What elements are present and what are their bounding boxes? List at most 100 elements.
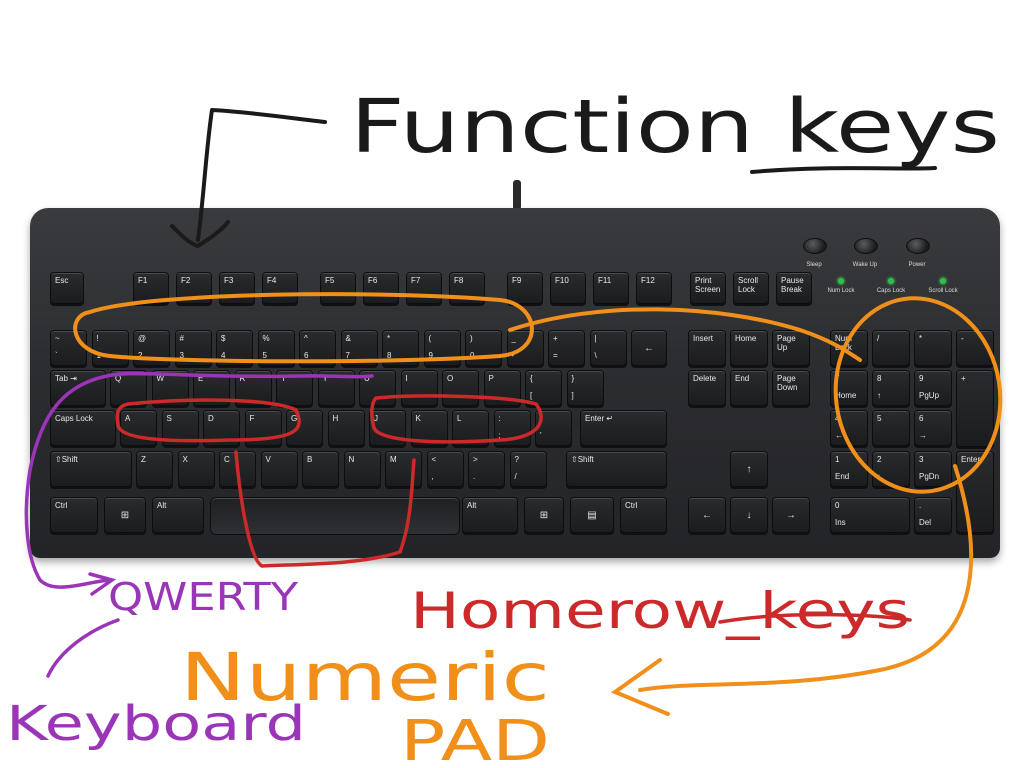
key-pageup-label: Page Up	[777, 334, 796, 352]
key-lalt: Alt	[152, 497, 204, 533]
key-num3-sublabel: PgDn	[919, 472, 940, 481]
status-led-2	[940, 278, 946, 284]
key-decimal-label: .	[919, 501, 922, 510]
key-num2-label: 2	[877, 455, 882, 464]
key-l-label: L	[457, 414, 462, 423]
annotation-function-keys: Function keys	[350, 84, 1000, 170]
key-o: O	[442, 370, 479, 406]
key-f11: F11	[593, 272, 629, 304]
key-subtract: -	[956, 330, 994, 366]
key-c: C	[219, 451, 256, 487]
key-insert: Insert	[688, 330, 726, 366]
key-num7: 7 Home	[830, 370, 868, 406]
key-rshift-label: ⇧Shift	[571, 455, 594, 464]
key-tilde-sublabel: `	[55, 351, 58, 360]
key-rbracket-label: }	[571, 374, 575, 383]
key-equals-sublabel: =	[553, 351, 558, 360]
power-button-label: Power	[908, 262, 926, 268]
key-f9-label: F9	[512, 276, 522, 285]
status-led-label: Num Lock	[827, 288, 855, 294]
key-pause: Pause Break	[776, 272, 812, 304]
key-4: $4	[216, 330, 253, 366]
key-f12-label: F12	[641, 276, 655, 285]
power-button-label: Wake Up	[852, 262, 878, 268]
annotation-pad: PAD	[400, 709, 550, 768]
key-5-label: %	[262, 334, 270, 343]
key-num5: 5	[872, 410, 910, 446]
key-7-label: &	[345, 334, 351, 343]
key-p: P	[483, 370, 521, 406]
key-f7: F7	[406, 272, 442, 304]
key-up-label: ↑	[746, 463, 752, 475]
key-num2-sublabel: ↓	[877, 472, 881, 481]
key-a-label: A	[125, 414, 131, 423]
annotation-qwerty: QWERTY	[108, 575, 299, 619]
key-i-label: I	[405, 374, 408, 383]
key-o-label: O	[447, 374, 454, 383]
key-add: +	[956, 370, 994, 447]
key-p-label: P	[488, 374, 494, 383]
key-pagedown: Page Down	[772, 370, 810, 406]
key-e: E	[193, 370, 230, 406]
key-i: I	[400, 370, 438, 406]
key-2-label: @	[138, 334, 147, 343]
key-tab: Tab ⇥	[50, 370, 106, 406]
key-f2: F2	[176, 272, 212, 304]
key-num0-sublabel: Ins	[835, 518, 846, 527]
status-led-0	[838, 278, 844, 284]
key-9-label: (	[428, 334, 432, 343]
key-num0-label: 0	[835, 501, 840, 510]
key-f4: F4	[262, 272, 298, 304]
key-lwin: ⊞	[104, 497, 146, 533]
key-6: ^ 6	[299, 330, 336, 366]
key-f3: F3	[219, 272, 255, 304]
key-w: W	[151, 370, 189, 406]
key-lwin-label: ⊞	[120, 509, 130, 521]
key-num0: 0 Ins	[830, 497, 910, 533]
key-multiply: *	[914, 330, 952, 366]
key-s-label: S	[166, 414, 172, 423]
key-period: >.	[468, 451, 505, 487]
key-pause-label: Pause Break	[781, 276, 804, 294]
key-q: Q	[110, 370, 147, 406]
key-8-sublabel: 8	[387, 351, 392, 360]
key-f4-label: F4	[267, 276, 277, 285]
key-num4-label: 4	[835, 414, 840, 423]
key-semicolon: :;	[493, 410, 531, 446]
key-f: F	[244, 410, 282, 446]
key-rctrl-label: Ctrl	[625, 501, 638, 510]
key-num3-label: 3	[919, 455, 924, 464]
key-period-sublabel: .	[473, 472, 476, 481]
key-subtract-label: -	[961, 334, 964, 343]
key-b-label: B	[307, 455, 313, 464]
key-f9: F9	[507, 272, 543, 304]
key-8: * 8	[382, 330, 419, 366]
key-semicolon-label: :	[498, 414, 501, 423]
key-rbracket-sublabel: ]	[571, 391, 574, 400]
key-right-label: →	[786, 509, 796, 521]
key-esc: Esc	[50, 272, 84, 304]
key-minus-sublabel: -	[511, 351, 515, 360]
key-v: V	[260, 451, 298, 487]
key-num1-label: 1	[835, 455, 840, 464]
key-m: M	[385, 451, 422, 487]
key-tilde: ~ `	[50, 330, 87, 366]
key-d-label: D	[208, 414, 214, 423]
key-q-label: Q	[115, 374, 122, 383]
key-3-label: #	[179, 334, 184, 343]
keyboard-cable	[513, 180, 521, 210]
key-num4: 4 ←	[830, 410, 868, 446]
key-x-label: X	[182, 455, 188, 464]
key-g: G	[286, 410, 323, 446]
key-c-label: C	[224, 455, 230, 464]
key-home-label: Home	[735, 334, 757, 343]
key-slash-sublabel: /	[514, 472, 517, 481]
key-t-label: T	[281, 374, 286, 383]
key-numlock: Num Lock	[830, 330, 868, 366]
key-e-label: E	[198, 374, 204, 383]
key-numenter: Enter	[956, 451, 994, 533]
key-lbracket-label: {	[530, 374, 533, 383]
key-1: ! 1	[91, 330, 129, 366]
key-f6: F6	[363, 272, 399, 304]
power-button-0	[803, 238, 827, 254]
